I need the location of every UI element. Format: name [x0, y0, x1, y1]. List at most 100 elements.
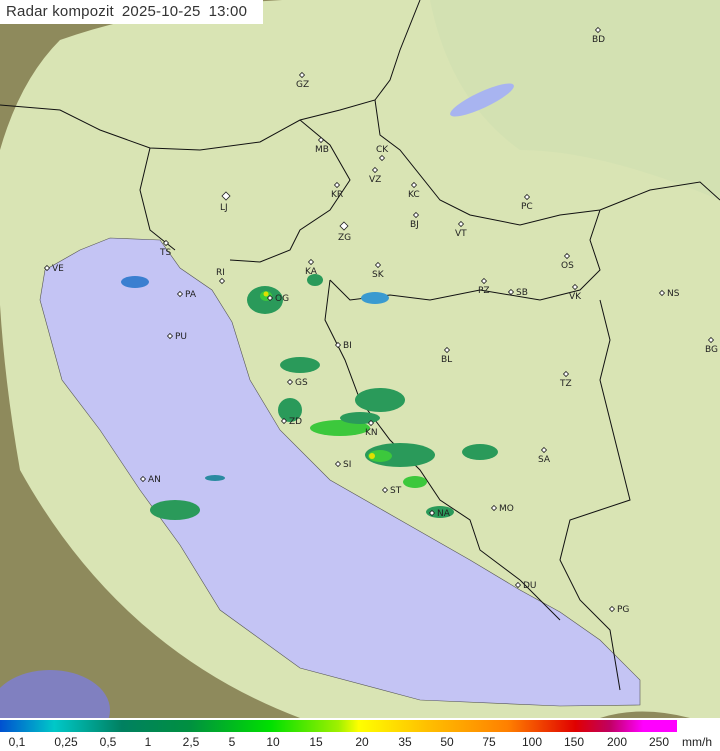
city-ve: VE — [43, 264, 64, 274]
scale-label: 5 — [228, 735, 236, 749]
city-pz: PZ — [478, 277, 490, 296]
city-marker-icon — [412, 211, 420, 219]
city-label: TZ — [559, 379, 572, 389]
city-mb: MB — [315, 136, 329, 155]
scale-label: 100 — [521, 735, 543, 749]
city-marker-icon — [490, 504, 498, 512]
city-marker-icon — [176, 290, 184, 298]
city-vk: VK — [569, 283, 582, 302]
city-ts: TS — [159, 239, 171, 258]
city-label: NS — [667, 289, 680, 299]
scale-label: 2,5 — [182, 735, 200, 749]
precipitation-cells — [121, 274, 498, 520]
city-label: MO — [499, 504, 514, 514]
precipitation-color-scale — [0, 720, 677, 732]
city-du: DU — [514, 581, 537, 591]
scale-label: 0,25 — [54, 735, 78, 749]
city-marker-icon — [221, 191, 231, 201]
city-label: GZ — [296, 80, 309, 90]
city-label: GS — [295, 378, 308, 388]
city-marker-icon — [443, 346, 451, 354]
city-marker-icon — [563, 252, 571, 260]
city-label: PG — [617, 605, 629, 615]
city-bg: BG — [705, 336, 718, 355]
city-sb: SB — [507, 288, 528, 298]
city-marker-icon — [317, 136, 325, 144]
city-an: AN — [139, 475, 161, 485]
city-marker-icon — [480, 277, 488, 285]
city-label: PZ — [478, 286, 490, 296]
city-marker-icon — [339, 221, 349, 231]
city-zg: ZG — [338, 221, 351, 243]
scale-label: 150 — [563, 735, 585, 749]
city-pc: PC — [521, 193, 533, 212]
city-kr: KR — [331, 181, 343, 200]
country-borders — [0, 0, 720, 691]
scale-label: 35 — [398, 735, 412, 749]
city-sk: SK — [372, 261, 385, 280]
city-label: VT — [455, 229, 467, 239]
city-marker-icon — [333, 181, 341, 189]
city-marker-icon — [334, 341, 342, 349]
city-gs: GS — [286, 378, 308, 388]
city-label: OG — [275, 294, 289, 304]
city-label: KR — [331, 190, 343, 200]
city-marker-icon — [514, 581, 522, 589]
city-marker-icon — [280, 417, 288, 425]
city-marker-icon — [374, 261, 382, 269]
city-marker-icon — [218, 277, 226, 285]
city-marker-icon — [594, 26, 602, 34]
map-title: Radar kompozit 2025-10-25 13:00 — [0, 0, 264, 24]
city-marker-icon — [139, 475, 147, 483]
city-tz: TZ — [559, 370, 572, 389]
city-label: CK — [376, 145, 389, 155]
city-markers: BD GZ MB CK VZ KR KC PC LJ BJ VT ZG TS VE RI KA SK OS PA OG… — [43, 26, 718, 615]
scale-label: 250 — [648, 735, 670, 749]
city-mo: MO — [490, 504, 514, 514]
city-pu: PU — [166, 332, 187, 342]
city-marker-icon — [658, 289, 666, 297]
city-marker-icon — [523, 193, 531, 201]
city-marker-icon — [378, 154, 386, 162]
city-label: SB — [516, 288, 528, 298]
city-label: PU — [175, 332, 187, 342]
city-marker-icon — [367, 419, 375, 427]
scale-unit: mm/h — [682, 735, 712, 749]
city-marker-icon — [428, 509, 436, 517]
title-time: 13:00 — [208, 3, 248, 20]
city-bi: BI — [334, 341, 352, 351]
city-marker-icon — [608, 605, 616, 613]
scale-label: 0,1 — [8, 735, 26, 749]
city-label: NA — [437, 509, 451, 519]
city-zd: ZD — [280, 417, 302, 427]
radar-map: BD GZ MB CK VZ KR KC PC LJ BJ VT ZG TS VE RI KA SK OS PA OG… — [0, 0, 720, 718]
city-vt: VT — [455, 220, 467, 239]
city-st: ST — [381, 486, 402, 496]
sea-outside-coverage — [0, 670, 110, 718]
city-marker-icon — [707, 336, 715, 344]
city-bl: BL — [441, 346, 452, 365]
city-label: ST — [390, 486, 402, 496]
city-label: KC — [408, 190, 420, 200]
scale-labels: 0,1 0,25 0,5 1 2,5 5 10 15 20 35 50 75 100 150 200 250 m… — [0, 735, 720, 751]
city-ri: RI — [216, 268, 226, 285]
city-marker-icon — [457, 220, 465, 228]
city-gz: GZ — [296, 71, 309, 90]
city-bj: BJ — [410, 211, 420, 230]
city-label: AN — [148, 475, 161, 485]
city-label: KN — [365, 428, 378, 438]
city-ck: CK — [376, 145, 389, 162]
city-na: NA — [428, 509, 451, 519]
city-label: ZD — [289, 417, 302, 427]
title-date: 2025-10-25 — [121, 3, 201, 20]
city-ns: NS — [658, 289, 680, 299]
city-label: MB — [315, 145, 329, 155]
city-marker-icon — [381, 486, 389, 494]
city-marker-icon — [334, 460, 342, 468]
city-ka: KA — [305, 258, 318, 277]
city-kc: KC — [408, 181, 420, 200]
city-label: ZG — [338, 233, 351, 243]
city-og: OG — [266, 294, 289, 304]
city-label: VE — [52, 264, 64, 274]
